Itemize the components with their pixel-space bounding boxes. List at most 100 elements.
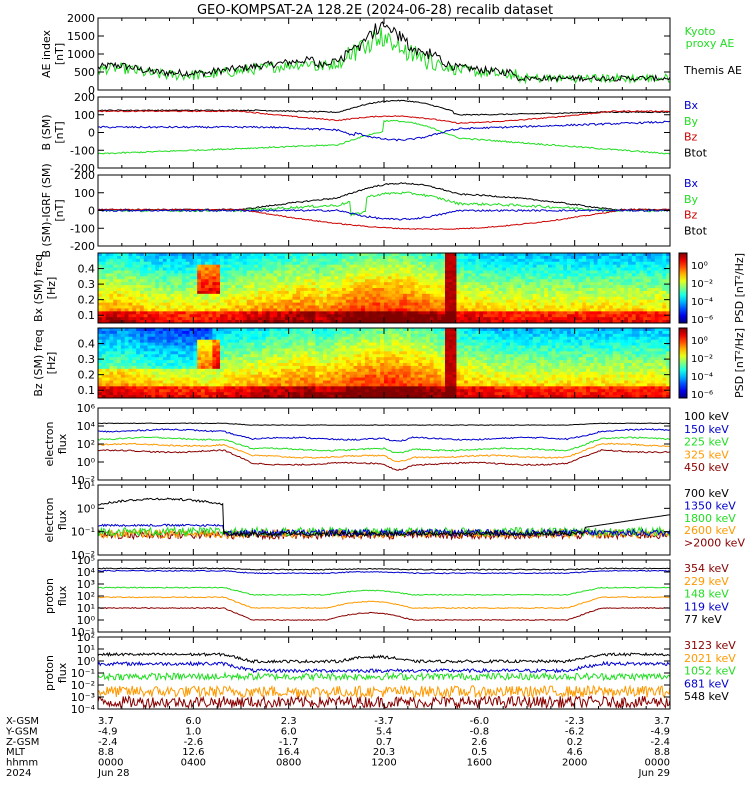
bzspec-cell <box>178 333 183 338</box>
bxspec-cell <box>189 282 194 286</box>
bzspec-cell <box>120 351 126 355</box>
bxspec-cell <box>101 276 107 280</box>
bxspec-cell <box>628 308 633 312</box>
bxspec-cell <box>666 253 671 257</box>
bzspec-cell <box>200 365 206 370</box>
bxspec-cell <box>349 320 354 324</box>
bxspec-cell <box>139 258 145 263</box>
bzspec-cell <box>277 336 282 341</box>
bxspec-cell <box>616 282 621 286</box>
bzspec-cell <box>162 354 168 358</box>
bxspec-cell <box>422 282 427 286</box>
bxspec-cell <box>372 258 377 263</box>
bxspec-cell <box>98 258 103 263</box>
bzspec-cell <box>109 386 114 390</box>
bzspec-cell <box>273 377 278 381</box>
bxspec-cell <box>456 320 461 324</box>
bzspec-cell <box>273 333 278 338</box>
bxspec-cell <box>399 311 404 315</box>
bzspec-cell <box>200 395 206 399</box>
bzspec-cell <box>284 351 290 355</box>
bzspec-cell <box>143 380 148 384</box>
bzspec-cell <box>288 357 293 361</box>
bxspec-cell <box>536 308 541 312</box>
bxspec-cell <box>204 302 209 306</box>
bxspec-cell <box>433 305 438 309</box>
bxspec-cell <box>342 320 347 324</box>
bzspec-cell <box>311 374 316 378</box>
bxspec-cell <box>322 282 328 286</box>
bxspec-cell <box>639 285 644 289</box>
bxspec-cell <box>384 285 389 289</box>
bxspec-cell <box>178 279 183 283</box>
bxspec-cell <box>445 267 450 271</box>
bxspec-cell <box>578 267 583 271</box>
bxspec-cell <box>151 279 156 283</box>
bxspec-cell <box>483 299 488 303</box>
bxspec-cell <box>414 299 419 303</box>
bxspec-cell <box>540 285 545 289</box>
bxspec-cell <box>486 305 492 309</box>
bxspec-cell <box>200 288 206 292</box>
bxspec-cell <box>159 290 164 295</box>
bxspec-cell <box>597 273 602 277</box>
bxspec-cell <box>197 255 202 260</box>
bzspec-cell <box>170 351 175 355</box>
bzspec-cell <box>212 348 217 352</box>
bxspec-cell <box>181 276 187 280</box>
bxspec-cell <box>544 302 549 306</box>
bzspec-cell <box>151 368 156 373</box>
bzspec-cell <box>220 345 225 349</box>
bzspec-cell <box>147 354 152 358</box>
bxspec-cell <box>586 255 591 260</box>
bzspec-cell <box>235 374 240 378</box>
bxspec-cell <box>662 293 667 298</box>
bxspec-cell <box>460 253 465 257</box>
bxspec-cell <box>647 311 652 315</box>
bxspec-cell <box>364 282 370 286</box>
bxspec-cell <box>159 270 164 274</box>
bxspec-cell <box>178 285 183 289</box>
bxspec-cell <box>159 314 164 318</box>
bxspec-cell <box>475 314 480 318</box>
bzspec-cell <box>254 389 259 393</box>
bxspec-cell <box>567 320 572 324</box>
bxspec-cell <box>204 285 209 289</box>
bzspec-cell <box>109 345 114 349</box>
bxspec-cell <box>281 279 286 283</box>
bxspec-cell <box>502 273 507 277</box>
bxspec-cell <box>662 258 667 263</box>
bzspec-cell <box>223 333 229 338</box>
bzspec-cell <box>178 383 183 387</box>
bxspec-cell <box>532 276 537 280</box>
bxspec-cell <box>486 320 492 324</box>
bxspec-cell <box>174 267 179 271</box>
bxspec-cell <box>654 255 659 260</box>
bxspec-cell <box>128 285 133 289</box>
bxspec-cell <box>296 311 301 315</box>
bzspec-cell <box>98 380 103 384</box>
bzspec-cell <box>101 330 107 335</box>
bzspec-cell <box>258 377 263 381</box>
bxspec-cell <box>635 276 640 280</box>
bzspec-cell <box>151 386 156 390</box>
bzspec-cell <box>101 368 107 373</box>
bxspec-cell <box>494 285 499 289</box>
bxspec-cell <box>525 261 530 266</box>
bxspec-cell <box>555 273 560 277</box>
bzspec-cell <box>128 348 133 352</box>
bzspec-cell <box>197 368 202 373</box>
bzspec-cell <box>197 365 202 370</box>
bxspec-cell <box>445 308 450 312</box>
bzspec-cell <box>128 377 133 381</box>
bxspec-cell <box>345 290 351 295</box>
bxspec-cell <box>582 305 587 309</box>
bxspec-cell <box>464 288 469 292</box>
bxspec-cell <box>342 273 347 277</box>
bxspec-cell <box>113 255 118 260</box>
bxspec-cell <box>200 314 206 318</box>
bxspec-cell <box>284 282 290 286</box>
bxspec-cell <box>361 305 366 309</box>
bxspec-cell <box>498 261 503 266</box>
bxspec-cell <box>490 253 495 257</box>
